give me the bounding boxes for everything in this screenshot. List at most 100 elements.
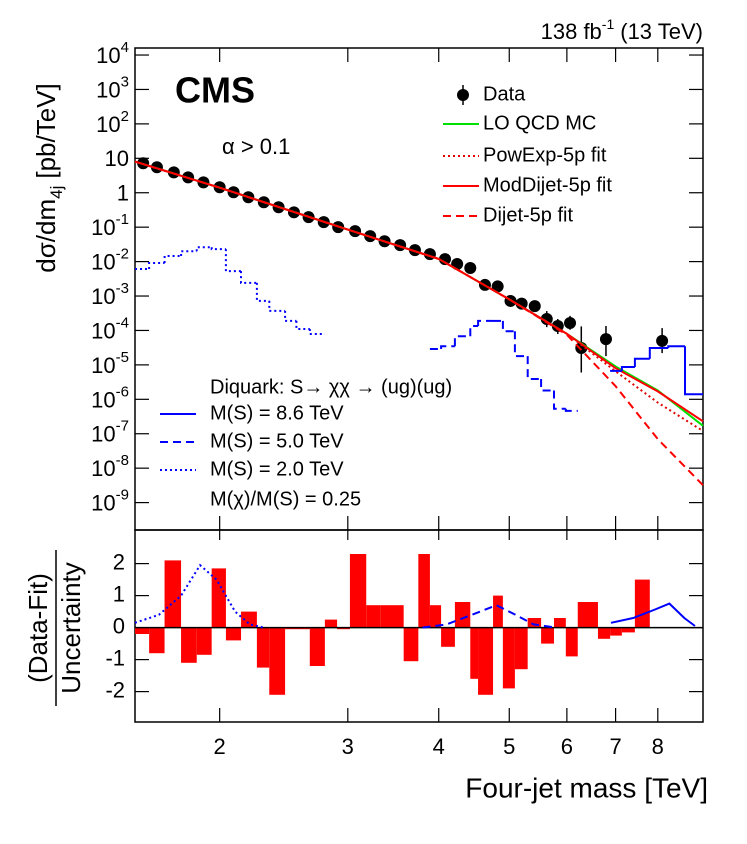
y-tick-base: 10: [96, 77, 120, 102]
data-point: [451, 258, 464, 271]
y-tick-base: 10: [96, 43, 120, 68]
legend-label: M(S) = 5.0 TeV: [210, 430, 344, 452]
energy-label: (13 TeV): [620, 19, 703, 44]
legend-label: PowExp-5p fit: [483, 144, 607, 166]
data-point: [528, 300, 541, 313]
data-point: [540, 313, 553, 326]
residual-bar: [269, 627, 286, 695]
y-tick-label: 10-4: [91, 315, 129, 343]
signal-histogram-bin: [308, 329, 325, 335]
y-tick-base: 10: [91, 387, 115, 412]
luminosity-label: 138 fb-1 (13 TeV): [541, 16, 703, 44]
signal-histogram-bin: [453, 335, 471, 347]
y-tick-label: -1: [105, 645, 125, 670]
x-tick-label: 3: [342, 734, 354, 759]
y-tick-label: 2: [113, 549, 125, 574]
x-tick-label: 4: [433, 734, 445, 759]
residual-bar: [577, 602, 598, 628]
signal-histogram-bin: [477, 319, 493, 326]
y-tick-exponent: -1: [116, 212, 129, 229]
data-point: [599, 333, 612, 346]
residual-bar: [196, 627, 212, 655]
signal-histogram-bin: [163, 255, 182, 263]
y-tick-label: 10-7: [91, 418, 129, 446]
residual-bar: [380, 605, 404, 628]
signal-histogram-bin: [620, 366, 635, 371]
y-tick-base: 10: [91, 456, 115, 481]
y-tick-exponent: -4: [116, 315, 129, 332]
legend-label: LO QCD MC: [483, 112, 596, 134]
legend-label: Dijet-5p fit: [483, 204, 573, 226]
signal-histogram-bin: [526, 356, 542, 380]
data-point: [551, 319, 564, 332]
selection-label: α > 0.1: [222, 134, 290, 159]
y-tick-label: -2: [105, 677, 125, 702]
signal-histogram-bin: [564, 408, 578, 412]
signal-histogram-bin: [513, 331, 528, 358]
y-tick-label: 10: [105, 146, 129, 171]
y-tick-exponent: -5: [116, 349, 129, 366]
y-axis-title: dσ/dm4j [pb/TeV]: [31, 83, 66, 273]
residual-bar: [135, 627, 150, 634]
x-tick-label: 5: [503, 734, 515, 759]
x-tick-label: 6: [561, 734, 573, 759]
signal-histogram-bin: [210, 247, 226, 251]
y-tick-label: 103: [96, 74, 129, 102]
signal-histogram-bin: [284, 310, 297, 322]
y-tick-base: 10: [96, 112, 120, 137]
y-tick-label: 10-6: [91, 384, 129, 412]
y-axis-title-main: dσ/dm: [31, 199, 61, 273]
y-axis-title-sub: 4j: [47, 186, 66, 199]
signal-residual-curve: [610, 602, 696, 627]
y-tick-exponent: -9: [116, 487, 129, 504]
x-axis-title: Four-jet mass [TeV]: [465, 772, 708, 803]
residual-bar: [164, 560, 182, 628]
y-tick-base: 10: [91, 318, 115, 343]
residual-bar: [403, 627, 419, 662]
residual-bar: [366, 605, 381, 628]
signal-histogram-bin: [240, 271, 257, 284]
signal-histogram-bin: [268, 300, 286, 312]
residual-bar: [241, 611, 257, 628]
legend-swatch: [457, 89, 469, 101]
y-tick-label: 10-5: [91, 349, 129, 377]
residual-bar: [256, 627, 270, 668]
y-tick-exponent: -8: [116, 453, 129, 470]
y-tick-label: 10-1: [91, 212, 129, 240]
residual-bar: [429, 605, 442, 628]
x-tick-label: 7: [609, 734, 621, 759]
signal-legend-header: Diquark: S→ χχ → (ug)(ug): [210, 376, 452, 398]
y-tick-exponent: 2: [121, 108, 129, 125]
residual-bar: [502, 627, 515, 689]
fit-curve: [134, 160, 704, 486]
plot-frame: [134, 529, 704, 723]
residual-bar: [337, 627, 350, 630]
luminosity-exponent: -1: [602, 16, 615, 32]
residual-bar: [324, 619, 338, 628]
y-tick-label: 10-2: [91, 246, 129, 274]
signal-histogram-bin: [195, 246, 212, 252]
data-point: [656, 334, 669, 347]
legend-label: M(S) = 2.0 TeV: [210, 458, 344, 480]
residual-bar: [441, 627, 455, 647]
y-tick-label: 10-3: [91, 280, 129, 308]
y-tick-base: 10: [91, 422, 115, 447]
signal-histogram-bin: [684, 346, 703, 396]
residual-bar: [225, 627, 242, 641]
y-tick-base: 10: [91, 249, 115, 274]
residual-bar: [634, 579, 650, 628]
y-tick-exponent: -2: [116, 246, 129, 263]
residual-bar: [610, 627, 622, 636]
luminosity-value: 138 fb: [541, 19, 602, 44]
y-tick-base: 10: [91, 353, 115, 378]
signal-histogram-bin: [633, 357, 650, 367]
signal-histogram-bin: [255, 282, 270, 302]
y-tick-label: 104: [96, 39, 129, 67]
y-axis-title: (Data-Fit) Uncertainty: [23, 550, 86, 706]
x-tick-label: 8: [652, 734, 664, 759]
y-tick-exponent: 4: [121, 39, 129, 56]
residual-bar: [514, 627, 528, 670]
residual-bar: [478, 627, 494, 695]
data-point: [438, 253, 451, 266]
